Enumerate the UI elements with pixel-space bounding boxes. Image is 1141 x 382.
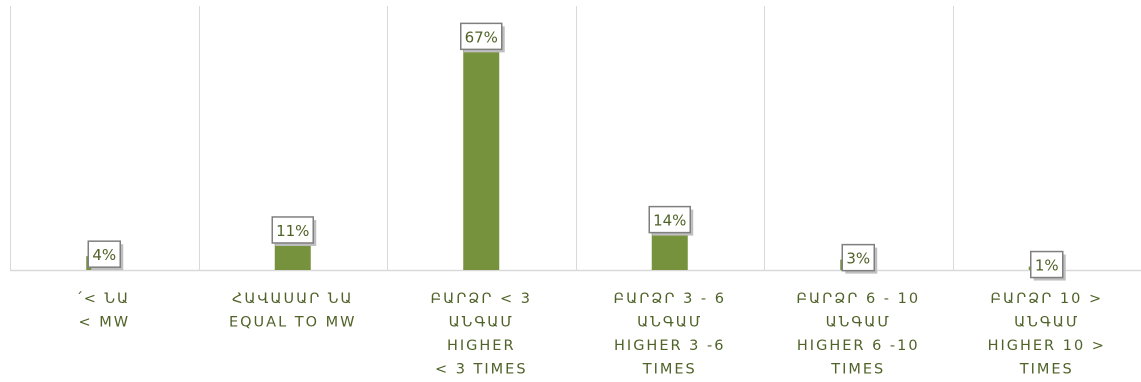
category-label-line: ԱՆԳԱՄ (826, 315, 891, 331)
category-label-line: HIGHER 6 -10 (797, 338, 920, 354)
data-label-box (648, 205, 691, 234)
category-label-6: ԲԱՐՁՐ 10 > ԱՆԳԱՄ HIGHER 10 > TIMES (988, 291, 1106, 378)
data-label-text: 67% (465, 28, 498, 46)
category-label-line: TIMES (642, 362, 697, 378)
data-label-text: 11% (276, 222, 309, 240)
data-label-box (460, 22, 503, 51)
category-label-line: ԲԱՐՁՐ 3 - 6 (614, 291, 726, 307)
data-label-box (841, 243, 875, 272)
category-label-line: ԱՆԳԱՄ (637, 315, 702, 331)
category-label-line: ԱՆԳԱՄ (1014, 315, 1079, 331)
category-label-line: EQUAL TO MW (229, 315, 357, 331)
data-label-text: 3% (846, 250, 870, 268)
category-label-line: ԲԱՐՁՐ 10 > (990, 291, 1103, 307)
data-label-2: 11% (271, 216, 317, 246)
category-label-4: ԲԱՐՁՐ 3 - 6 ԱՆԳԱՄ HIGHER 3 -6 TIMES (614, 291, 726, 378)
category-label-line: HIGHER 3 -6 (614, 338, 725, 354)
category-label-line: TIMES (1019, 362, 1074, 378)
category-label-3: ԲԱՐՁՐ < 3 ԱՆԳԱՄ HIGHER < 3 TIMES (430, 291, 532, 378)
data-label-box (87, 240, 121, 268)
chart-data-labels: 4% 11% 67% 14% 3% 1% (87, 22, 1066, 281)
category-label-line: TIMES (830, 362, 885, 378)
category-label-line: ԲԱՐՁՐ < 3 (430, 291, 532, 307)
data-label-1: 4% (87, 240, 124, 271)
data-label-text: 1% (1035, 257, 1059, 275)
category-label-line: HIGHER (447, 338, 516, 354)
data-label-3: 67% (460, 22, 505, 53)
data-label-box (1030, 250, 1064, 279)
data-label-5: 3% (841, 243, 878, 274)
data-label-4: 14% (648, 205, 694, 236)
category-label-line: HIGHER 10 > (988, 338, 1106, 354)
data-label-text: 14% (653, 212, 686, 230)
category-label-line: ՛< ՆԱ (78, 291, 130, 307)
data-label-6: 1% (1030, 250, 1066, 281)
chart-category-labels: ՛< ՆԱ < MW ՀԱՎԱՍԱՐ ՆԱ EQUAL TO MW ԲԱՐՁՐ < 3 Ա… (78, 291, 1106, 378)
category-label-line: < MW (78, 315, 130, 331)
chart-bars (86, 38, 1065, 270)
data-label-box (271, 216, 314, 244)
data-label-text: 4% (92, 246, 116, 264)
category-label-line: ՀԱՎԱՍԱՐ ՆԱ (232, 291, 354, 307)
bar-3 (463, 38, 500, 270)
category-label-line: ԱՆԳԱՄ (449, 315, 514, 331)
chart-gridlines (10, 6, 1141, 272)
category-label-5: ԲԱՐՁՐ 6 - 10 ԱՆԳԱՄ HIGHER 6 -10 TIMES (796, 291, 920, 378)
category-label-line: < 3 TIMES (435, 362, 528, 378)
category-label-line: ԲԱՐՁՐ 6 - 10 (796, 291, 920, 307)
category-label-1: ՛< ՆԱ < MW (78, 291, 130, 331)
category-label-2: ՀԱՎԱՍԱՐ ՆԱ EQUAL TO MW (229, 291, 357, 331)
